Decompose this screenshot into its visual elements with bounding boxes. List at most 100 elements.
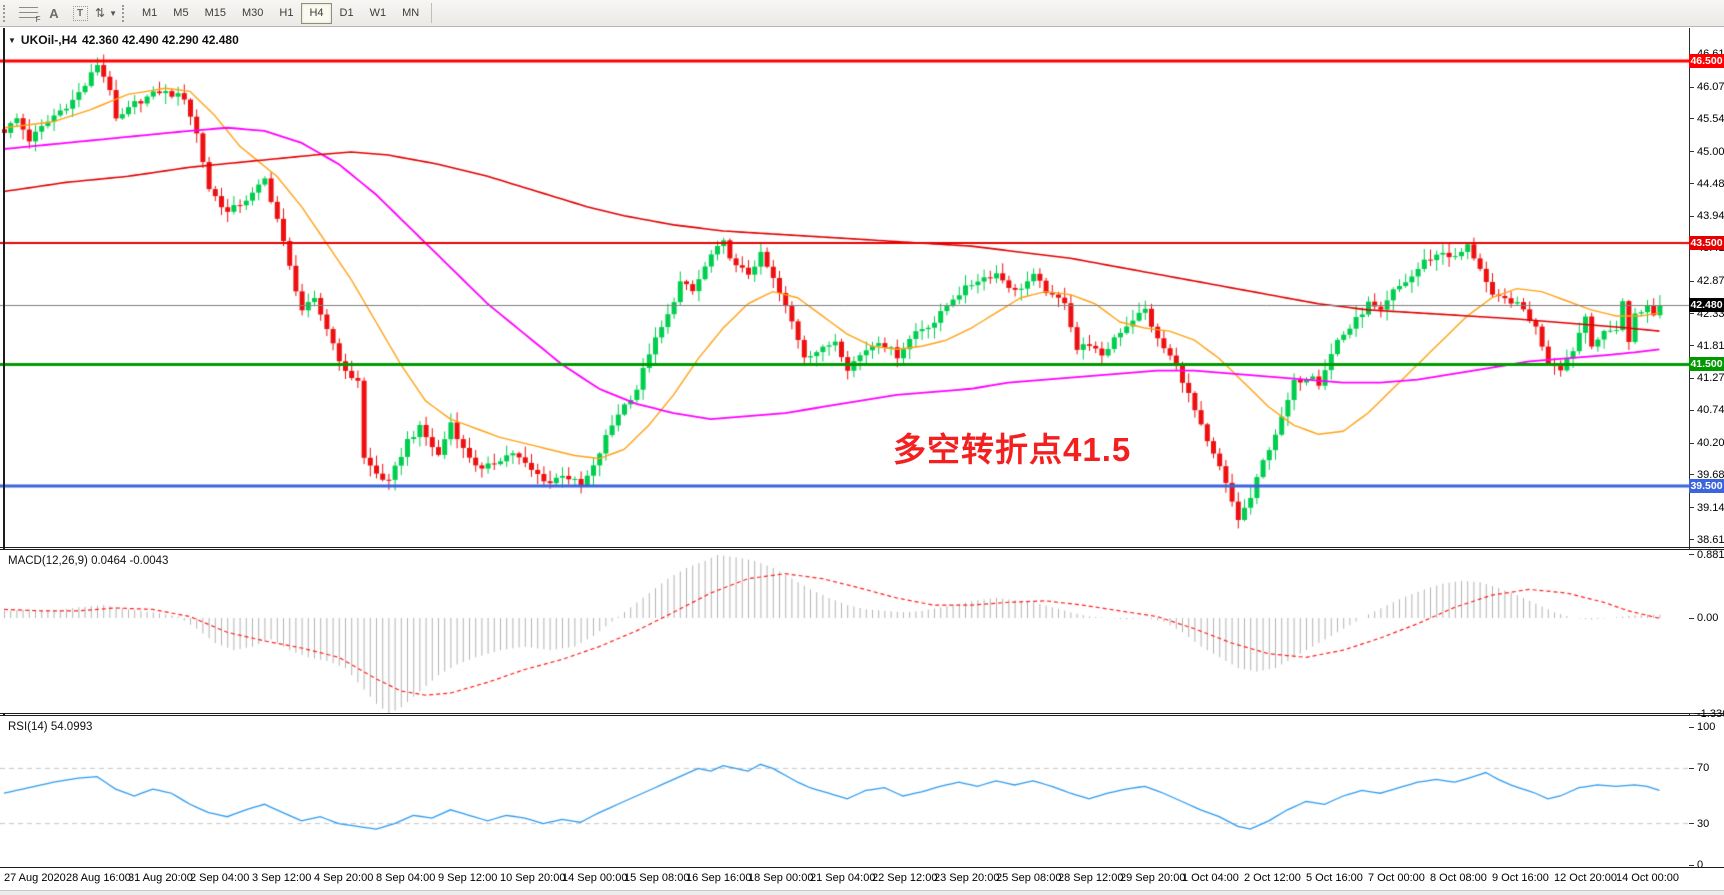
time-axis-label: 5 Oct 16:00 <box>1306 872 1363 884</box>
price-tick-mark <box>1689 118 1694 120</box>
bottom-strip <box>0 890 1724 895</box>
price-tick-mark <box>1689 377 1694 379</box>
price-level-badge: 39.500 <box>1689 478 1724 493</box>
time-axis-label: 21 Sep 04:00 <box>810 872 876 884</box>
rsi-tick-mark <box>1689 864 1694 866</box>
toolbar-grip-handle[interactable] <box>122 4 128 22</box>
timeframe-button-h1[interactable]: H1 <box>271 3 301 24</box>
time-axis-label: 8 Oct 08:00 <box>1430 872 1487 884</box>
time-axis-label: 25 Sep 08:00 <box>996 872 1062 884</box>
price-tick-mark <box>1689 313 1694 315</box>
symbol-ohlc-values: 42.360 42.490 42.290 42.480 <box>81 33 239 47</box>
rsi-tick-mark <box>1689 823 1694 825</box>
price-tick-label: 39.140 <box>1697 501 1724 514</box>
price-tick-label: 38.615 <box>1697 533 1724 546</box>
time-axis-label: 29 Sep 20:00 <box>1120 872 1186 884</box>
macd-tick-mark <box>1689 617 1694 619</box>
arrow-objects-button[interactable]: ⇅ ▼ <box>93 2 119 24</box>
panel-separator[interactable] <box>0 715 1724 716</box>
text-box-tool-button[interactable]: T <box>67 2 93 24</box>
time-axis-label: 2 Oct 12:00 <box>1244 872 1301 884</box>
time-axis-label: 18 Sep 00:00 <box>748 872 814 884</box>
price-level-badge: 43.500 <box>1689 236 1724 251</box>
timeframe-button-w1[interactable]: W1 <box>362 3 395 24</box>
price-tick-label: 39.680 <box>1697 468 1724 481</box>
panel-separator[interactable] <box>0 713 1724 714</box>
fibonacci-tool-button[interactable]: F <box>15 2 41 24</box>
time-axis-label: 27 Aug 2020 <box>4 872 66 884</box>
time-axis-label: 31 Aug 20:00 <box>128 872 193 884</box>
fibonacci-retracement-icon: F <box>18 6 41 24</box>
timeframe-button-m5[interactable]: M5 <box>165 3 196 24</box>
price-tick-label: 41.810 <box>1697 339 1724 352</box>
chart-annotation-text[interactable]: 多空转折点41.5 <box>893 431 1132 468</box>
time-axis-label: 8 Sep 04:00 <box>376 872 436 884</box>
timeframe-button-h4[interactable]: H4 <box>301 2 332 24</box>
candlestick-chart-canvas[interactable] <box>0 28 1689 547</box>
macd-chart-canvas[interactable] <box>0 550 1689 713</box>
price-tick-mark <box>1689 409 1694 411</box>
time-axis-label: 28 Aug 16:00 <box>66 872 131 884</box>
price-tick-label: 44.480 <box>1697 177 1724 190</box>
time-axis-label: 10 Sep 20:00 <box>500 872 566 884</box>
time-axis-label: 28 Sep 12:00 <box>1058 872 1124 884</box>
text-label-icon: A <box>49 5 59 21</box>
panel-separator[interactable] <box>0 549 1724 550</box>
rsi-tick-label: 70 <box>1697 762 1710 775</box>
price-tick-mark <box>1689 539 1694 541</box>
time-axis-label: 3 Sep 12:00 <box>252 872 312 884</box>
timeframe-button-m30[interactable]: M30 <box>234 3 271 24</box>
text-label-tool-button[interactable]: A <box>41 2 67 24</box>
rsi-chart-canvas[interactable] <box>0 716 1689 867</box>
time-axis-label: 15 Sep 08:00 <box>624 872 690 884</box>
timeframe-button-mn[interactable]: MN <box>394 3 427 24</box>
arrows-icon: ⇅ <box>95 6 106 20</box>
rsi-panel <box>0 716 1724 867</box>
rsi-tick-label: 0 <box>1697 859 1704 871</box>
price-tick-label: 46.070 <box>1697 81 1724 94</box>
timeframe-button-d1[interactable]: D1 <box>332 3 362 24</box>
macd-label: MACD(12,26,9) 0.0464 -0.0043 <box>8 555 169 567</box>
time-axis-label: 4 Sep 20:00 <box>314 872 374 884</box>
time-axis[interactable]: 27 Aug 2020 28 Aug 16:00 31 Aug 20:00 2 Sep… <box>0 867 1724 890</box>
toolbar-separator <box>431 3 433 23</box>
macd-tick-label: 0.8812 <box>1697 548 1724 561</box>
price-tick-mark <box>1689 280 1694 282</box>
macd-tick-label: -1.3368 <box>1697 707 1724 720</box>
text-box-icon: T <box>72 5 88 21</box>
time-axis-label: 1 Oct 04:00 <box>1182 872 1239 884</box>
price-tick-mark <box>1689 151 1694 153</box>
price-level-badge: 46.500 <box>1689 53 1724 68</box>
time-axis-label: 23 Sep 20:00 <box>934 872 1000 884</box>
timeframe-button-m15[interactable]: M15 <box>197 3 234 24</box>
time-axis-label: 12 Oct 20:00 <box>1554 872 1617 884</box>
price-tick-label: 43.940 <box>1697 210 1724 223</box>
macd-tick-mark <box>1689 554 1694 556</box>
time-axis-label: 14 Oct 00:00 <box>1616 872 1679 884</box>
panel-separator[interactable] <box>0 547 1724 548</box>
price-tick-mark <box>1689 86 1694 88</box>
time-axis-label: 14 Sep 00:00 <box>562 872 628 884</box>
chevron-down-icon: ▼ <box>109 8 117 18</box>
timeframe-button-m1[interactable]: M1 <box>134 3 165 24</box>
main-chart-panel <box>0 28 1724 547</box>
price-tick-label: 41.270 <box>1697 372 1724 385</box>
time-axis-label: 9 Sep 12:00 <box>438 872 498 884</box>
rsi-label: RSI(14) 54.0993 <box>8 721 93 733</box>
symbol-dropdown-icon[interactable]: ▼ <box>8 35 16 45</box>
price-tick-mark <box>1689 442 1694 444</box>
time-axis-label: 16 Sep 16:00 <box>686 872 752 884</box>
price-tick-label: 40.745 <box>1697 404 1724 417</box>
price-tick-mark <box>1689 183 1694 185</box>
toolbar-grip-handle[interactable] <box>3 4 9 22</box>
chart-left-border <box>3 28 5 890</box>
price-tick-mark <box>1689 345 1694 347</box>
macd-panel <box>0 550 1724 713</box>
rsi-tick-mark <box>1689 767 1694 769</box>
time-axis-label: 9 Oct 16:00 <box>1492 872 1549 884</box>
price-tick-label: 45.545 <box>1697 112 1724 125</box>
price-tick-mark <box>1689 215 1694 217</box>
symbol-title: UKOil-,H4 <box>20 33 77 47</box>
symbol-header: ▼ UKOil-,H4 42.360 42.490 42.290 42.480 <box>8 33 239 47</box>
current-price-badge: 42.480 <box>1689 298 1724 312</box>
